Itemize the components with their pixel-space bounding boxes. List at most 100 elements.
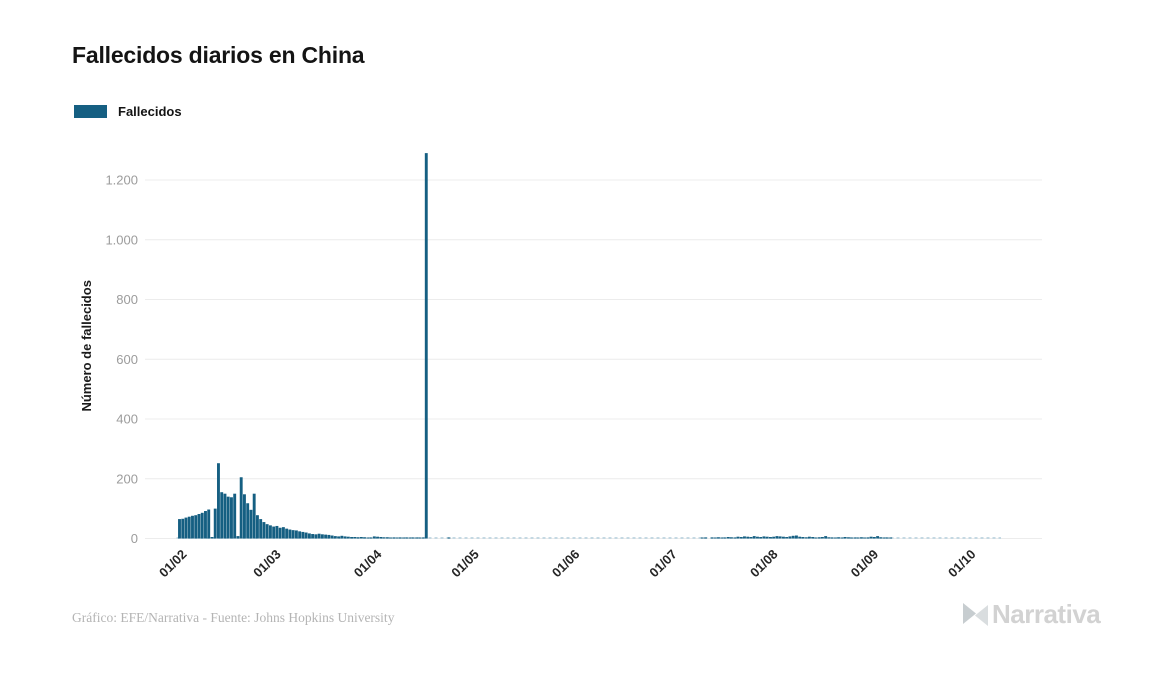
bar[interactable] (889, 537, 893, 539)
bar[interactable] (311, 534, 315, 539)
bar[interactable] (259, 519, 263, 539)
bar[interactable] (820, 537, 824, 539)
bar[interactable] (869, 536, 873, 539)
bar[interactable] (736, 536, 740, 539)
bar[interactable] (863, 537, 867, 539)
bar[interactable] (217, 463, 220, 539)
bar[interactable] (181, 518, 185, 539)
bar[interactable] (710, 537, 714, 539)
bar[interactable] (850, 537, 854, 539)
bar[interactable] (421, 537, 425, 539)
bar[interactable] (200, 512, 204, 539)
bar[interactable] (704, 537, 707, 539)
bar[interactable] (759, 537, 763, 539)
bar[interactable] (236, 536, 240, 539)
bar[interactable] (314, 534, 318, 539)
bar[interactable] (353, 537, 357, 539)
bar[interactable] (278, 527, 282, 539)
bar[interactable] (405, 537, 409, 539)
bar[interactable] (830, 537, 834, 539)
bar[interactable] (197, 514, 201, 539)
bar[interactable] (265, 524, 269, 539)
bar[interactable] (408, 537, 412, 539)
bar[interactable] (320, 534, 324, 539)
bar[interactable] (402, 537, 405, 539)
bar[interactable] (392, 537, 396, 539)
bar[interactable] (242, 494, 246, 539)
bar[interactable] (781, 536, 785, 539)
bar[interactable] (743, 536, 746, 539)
bar[interactable] (424, 153, 428, 539)
bar[interactable] (210, 537, 214, 539)
bar[interactable] (866, 537, 870, 539)
bar[interactable] (775, 536, 779, 539)
bar[interactable] (376, 536, 380, 539)
bar[interactable] (876, 536, 880, 539)
bar[interactable] (389, 537, 393, 539)
bar[interactable] (213, 508, 217, 539)
bar[interactable] (856, 537, 860, 539)
bar[interactable] (285, 528, 289, 539)
bar[interactable] (395, 537, 399, 539)
bar[interactable] (363, 537, 367, 539)
bar[interactable] (879, 537, 883, 539)
bar[interactable] (846, 537, 850, 539)
bar[interactable] (385, 537, 389, 539)
bar[interactable] (268, 525, 272, 539)
bar[interactable] (872, 537, 876, 539)
bar[interactable] (194, 515, 198, 539)
bar[interactable] (733, 537, 737, 539)
bar[interactable] (749, 537, 753, 539)
bar[interactable] (281, 527, 285, 539)
bar[interactable] (804, 537, 808, 539)
bar[interactable] (811, 537, 815, 539)
bar[interactable] (379, 537, 383, 539)
bar[interactable] (239, 477, 243, 539)
bar[interactable] (778, 536, 782, 539)
bar[interactable] (350, 537, 354, 539)
bar[interactable] (398, 537, 402, 539)
bar[interactable] (252, 493, 256, 539)
bar[interactable] (746, 536, 750, 539)
bar[interactable] (359, 537, 363, 539)
bar[interactable] (207, 509, 211, 539)
bar[interactable] (739, 537, 743, 539)
bar[interactable] (301, 531, 305, 539)
bar[interactable] (788, 536, 792, 539)
bar[interactable] (726, 537, 730, 539)
bar[interactable] (233, 493, 237, 539)
bar[interactable] (824, 536, 828, 539)
bar[interactable] (304, 532, 308, 539)
bar[interactable] (882, 537, 886, 539)
bar[interactable] (713, 537, 717, 539)
bar[interactable] (814, 537, 818, 539)
bar[interactable] (720, 537, 724, 539)
bar[interactable] (756, 536, 759, 539)
bar[interactable] (346, 536, 350, 539)
bar[interactable] (807, 536, 811, 539)
bar[interactable] (791, 535, 795, 539)
bar[interactable] (762, 536, 766, 539)
bar[interactable] (184, 517, 188, 539)
bar[interactable] (794, 535, 798, 539)
bar[interactable] (769, 537, 772, 539)
bar[interactable] (801, 537, 805, 539)
bar[interactable] (372, 536, 376, 539)
bar[interactable] (418, 537, 422, 539)
bar[interactable] (356, 537, 360, 539)
bar[interactable] (798, 536, 802, 539)
bar[interactable] (246, 503, 250, 539)
bar[interactable] (730, 537, 733, 539)
bar[interactable] (833, 537, 837, 539)
bar[interactable] (369, 537, 373, 539)
bar[interactable] (785, 537, 789, 539)
bar[interactable] (340, 535, 344, 539)
bar[interactable] (230, 497, 233, 539)
bar[interactable] (204, 511, 207, 539)
bar[interactable] (723, 537, 727, 539)
bar[interactable] (317, 533, 321, 539)
bar[interactable] (337, 536, 341, 539)
bar[interactable] (291, 530, 295, 539)
bar[interactable] (262, 522, 266, 539)
bar[interactable] (307, 533, 311, 539)
